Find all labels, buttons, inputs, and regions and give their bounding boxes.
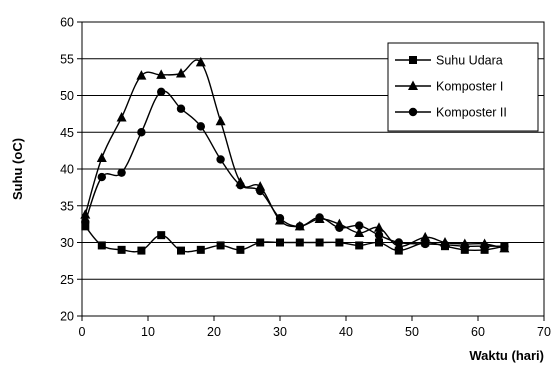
x-tick-label: 30 — [273, 325, 287, 339]
y-tick-label: 25 — [60, 273, 74, 287]
x-tick-label: 40 — [339, 325, 353, 339]
x-tick-label: 70 — [537, 325, 551, 339]
gridlines — [82, 58, 544, 280]
data-point-series-2 — [335, 223, 344, 232]
legend-marker-1 — [408, 80, 418, 90]
data-point-series-0 — [81, 222, 90, 231]
data-point-series-1 — [156, 69, 167, 79]
series-markers — [80, 56, 510, 255]
data-point-series-2 — [137, 128, 146, 137]
data-point-series-0 — [97, 241, 106, 250]
y-tick-label: 35 — [60, 199, 74, 213]
data-point-series-0 — [177, 246, 185, 255]
y-tick-label: 30 — [60, 236, 74, 250]
y-tick-label: 55 — [60, 52, 74, 66]
legend: Suhu Udara Komposter I Komposter II — [387, 42, 539, 132]
data-point-series-0 — [256, 238, 265, 247]
x-axis-title: Waktu (hari) — [469, 348, 544, 363]
data-point-series-1 — [420, 231, 431, 242]
data-point-series-2 — [176, 104, 186, 113]
x-tick-label: 10 — [141, 325, 155, 339]
y-axis-title: Suhu (oC) — [10, 138, 25, 200]
data-point-series-0 — [216, 241, 225, 250]
series-line-1 — [84, 59, 505, 250]
y-tick-label: 20 — [60, 310, 74, 324]
data-point-series-2 — [117, 168, 126, 177]
legend-label-0: Suhu Udara — [436, 54, 503, 68]
data-point-series-0 — [295, 238, 304, 247]
data-point-series-1 — [176, 67, 186, 78]
data-point-series-2 — [216, 155, 225, 164]
series-lines — [84, 59, 505, 253]
legend-label-2: Komposter II — [436, 106, 507, 120]
data-point-series-0 — [394, 246, 403, 255]
axis-ticks: 20 25 30 35 40 45 50 55 60 0 10 20 30 40 50 60 70 — [60, 16, 551, 340]
data-point-series-2 — [81, 217, 90, 227]
data-point-series-1 — [80, 209, 91, 219]
data-point-series-0 — [276, 238, 284, 247]
data-point-series-2 — [480, 241, 489, 251]
y-tick-label: 40 — [60, 163, 74, 177]
x-tick-label: 50 — [405, 325, 419, 339]
data-point-series-0 — [355, 241, 364, 250]
data-point-series-2 — [440, 240, 450, 249]
data-point-series-2 — [355, 221, 364, 230]
data-point-series-2 — [315, 213, 324, 222]
data-point-series-2 — [157, 87, 166, 97]
data-point-series-2 — [295, 222, 304, 231]
legend-label-1: Komposter I — [436, 80, 503, 94]
data-point-series-2 — [421, 239, 430, 249]
data-point-series-0 — [335, 238, 344, 247]
data-point-series-2 — [374, 230, 384, 240]
legend-items: Suhu Udara Komposter I Komposter II — [395, 54, 507, 120]
data-point-series-1 — [116, 112, 127, 122]
data-point-series-2 — [236, 180, 245, 190]
series-line-0 — [84, 225, 505, 253]
data-point-series-2 — [196, 122, 205, 131]
data-point-series-2 — [500, 241, 509, 251]
data-point-series-1 — [195, 56, 206, 67]
data-point-series-1 — [354, 227, 365, 237]
data-point-series-0 — [375, 238, 383, 247]
data-point-series-0 — [315, 238, 324, 247]
data-point-series-2 — [275, 214, 285, 223]
x-tick-label: 0 — [79, 325, 86, 339]
data-point-series-0 — [157, 231, 166, 240]
data-point-series-2 — [394, 238, 403, 247]
y-tick-label: 60 — [60, 16, 74, 30]
x-tick-label: 60 — [471, 325, 485, 339]
data-point-series-2 — [256, 186, 265, 196]
data-point-series-0 — [236, 245, 245, 254]
data-point-series-2 — [97, 172, 107, 182]
data-point-series-1 — [374, 222, 384, 232]
data-point-series-0 — [137, 246, 146, 255]
data-point-series-0 — [117, 245, 126, 254]
x-tick-label: 20 — [207, 325, 221, 339]
data-point-series-1 — [136, 70, 147, 80]
data-point-series-1 — [96, 152, 107, 162]
y-tick-label: 45 — [60, 126, 74, 140]
y-tick-label: 50 — [60, 89, 74, 103]
data-point-series-0 — [196, 245, 205, 254]
series-line-2 — [84, 90, 505, 247]
legend-marker-2 — [408, 107, 418, 117]
data-point-series-2 — [460, 241, 469, 251]
legend-marker-0 — [409, 56, 417, 64]
data-point-series-1 — [215, 115, 226, 126]
